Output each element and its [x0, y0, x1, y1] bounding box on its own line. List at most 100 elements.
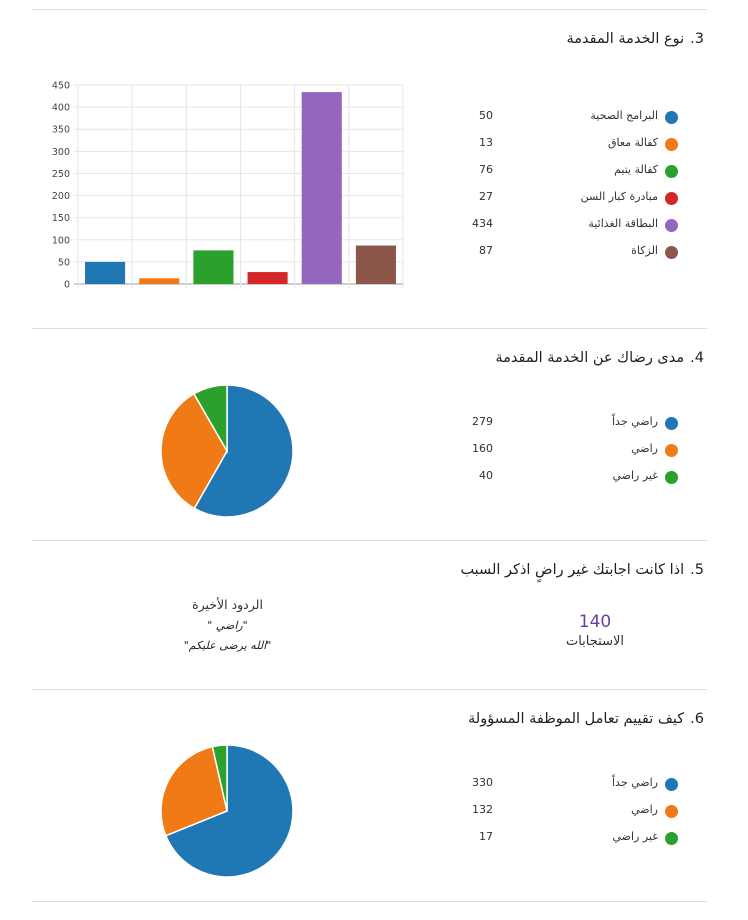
legend-dot	[665, 805, 678, 818]
legend-item[interactable]: الزكاة 87	[460, 243, 690, 263]
section-divider	[32, 901, 707, 902]
legend-item[interactable]: البطاقة الغذائية 434	[460, 216, 690, 236]
pie-slice[interactable]	[160, 392, 228, 510]
legend-dot	[665, 444, 678, 457]
legend-value: 87	[479, 244, 493, 257]
legend-dot	[665, 246, 678, 259]
legend-dot	[665, 832, 678, 845]
y-tick-label: 200	[52, 191, 70, 202]
legend-label: غير راضي	[612, 830, 658, 843]
legend-label: راضي	[631, 803, 658, 816]
y-tick-label: 450	[52, 81, 70, 92]
response-count-label: الاستجابات	[565, 634, 624, 649]
legend-dot	[665, 219, 678, 232]
question-text: كيف تقييم تعامل الموظفة المسؤولة	[468, 711, 685, 727]
legend-dot	[665, 471, 678, 484]
legend-value: 279	[472, 415, 493, 428]
bar[interactable]	[193, 250, 234, 284]
legend-dot	[665, 417, 678, 430]
section-divider	[32, 689, 707, 690]
pie-chart-q6	[160, 744, 294, 878]
legend-dot	[665, 111, 678, 124]
question-3-title: 3. نوع الخدمة المقدمة	[566, 31, 704, 47]
recent-responses-title: الردود الأخيرة	[192, 597, 263, 612]
legend-value: 13	[479, 136, 493, 149]
section-divider	[32, 9, 707, 10]
legend-value: 132	[472, 803, 493, 816]
legend-item[interactable]: كفالة معاق 13	[460, 135, 690, 155]
legend-dot	[665, 778, 678, 791]
legend-dot	[665, 138, 678, 151]
legend-value: 27	[479, 190, 493, 203]
section-divider	[32, 540, 707, 541]
legend-item[interactable]: راضي 132	[460, 802, 690, 822]
legend-item[interactable]: غير راضي 17	[460, 829, 690, 849]
recent-responses: الردود الأخيرة "راضي " "الله يرضى عليكم"	[140, 597, 315, 652]
legend-item[interactable]: راضي 160	[460, 441, 690, 461]
legend-label: مبادرة كبار السن	[580, 190, 658, 203]
bar[interactable]	[247, 272, 288, 284]
question-number: 3.	[690, 31, 704, 47]
legend-value: 160	[472, 442, 493, 455]
question-number: 4.	[690, 350, 704, 366]
y-axis-ticks: 0 50 100 150 200 250 300 350 400 450	[52, 81, 70, 291]
legend-label: كفالة معاق	[608, 136, 658, 149]
question-number: 5.	[690, 562, 704, 578]
legend-item[interactable]: غير راضي 40	[460, 468, 690, 488]
question-4-title: 4. مدى رضاك عن الخدمة المقدمة	[495, 350, 704, 366]
question-5-title: 5. اذا كانت اجابتك غير راضٍ اذكر السبب	[460, 562, 704, 578]
pie-slice[interactable]	[211, 744, 228, 812]
recent-response: "راضي "	[207, 619, 248, 632]
pie-slice[interactable]	[193, 384, 294, 518]
legend-item[interactable]: البرامج الصحية 50	[460, 108, 690, 128]
legend-label: البطاقة الغذائية	[588, 217, 658, 230]
y-tick-label: 250	[52, 169, 70, 180]
legend-value: 76	[479, 163, 493, 176]
legend-label: راضي جداً	[611, 776, 658, 789]
legend-label: راضي جداً	[611, 415, 658, 428]
legend-value: 434	[472, 217, 493, 230]
y-tick-label: 150	[52, 213, 70, 224]
legend-item[interactable]: راضي جداً 330	[460, 775, 690, 795]
bar-chart: 0 50 100 150 200 250 300 350 400 450	[52, 81, 404, 291]
legend-value: 50	[479, 109, 493, 122]
pie-slice[interactable]	[164, 744, 294, 878]
y-tick-label: 50	[58, 257, 70, 268]
pie-chart-q4	[160, 384, 294, 518]
question-6-title: 6. كيف تقييم تعامل الموظفة المسؤولة	[468, 711, 704, 727]
legend-value: 17	[479, 830, 493, 843]
bar[interactable]	[85, 261, 126, 284]
y-tick-label: 0	[64, 280, 70, 291]
pie-slice[interactable]	[160, 745, 228, 837]
legend-dot	[665, 165, 678, 178]
y-tick-label: 400	[52, 103, 70, 114]
legend-item[interactable]: مبادرة كبار السن 27	[460, 189, 690, 209]
response-count: 140 الاستجابات	[545, 612, 645, 649]
legend-label: الزكاة	[631, 244, 658, 257]
pie-slice[interactable]	[192, 384, 228, 454]
bar-series	[85, 92, 396, 284]
question-number: 6.	[690, 711, 704, 727]
question-text: نوع الخدمة المقدمة	[566, 31, 685, 47]
legend-value: 40	[479, 469, 493, 482]
bar[interactable]	[139, 278, 180, 284]
legend-item[interactable]: كفالة يتيم 76	[460, 162, 690, 182]
legend-label: غير راضي	[612, 469, 658, 482]
question-text: اذا كانت اجابتك غير راضٍ اذكر السبب	[460, 562, 685, 578]
legend-item[interactable]: راضي جداً 279	[460, 414, 690, 434]
legend-label: البرامج الصحية	[590, 109, 658, 122]
bar[interactable]	[301, 92, 342, 284]
bar-grid	[74, 84, 404, 288]
question-text: مدى رضاك عن الخدمة المقدمة	[495, 350, 685, 366]
legend-label: راضي	[631, 442, 658, 455]
legend-label: كفالة يتيم	[614, 163, 658, 176]
y-tick-label: 100	[52, 235, 70, 246]
legend-value: 330	[472, 776, 493, 789]
y-tick-label: 350	[52, 125, 70, 136]
section-divider	[32, 328, 707, 329]
y-tick-label: 300	[52, 147, 70, 158]
response-count-value: 140	[578, 612, 612, 632]
legend-dot	[665, 192, 678, 205]
recent-response: "الله يرضى عليكم"	[183, 639, 272, 652]
bar[interactable]	[355, 245, 396, 284]
